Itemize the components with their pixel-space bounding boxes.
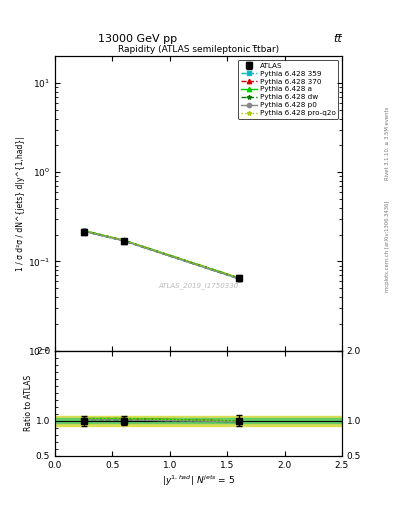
Text: Rivet 3.1.10, ≥ 3.5M events: Rivet 3.1.10, ≥ 3.5M events bbox=[385, 106, 390, 180]
Text: tt̅: tt̅ bbox=[333, 33, 342, 44]
Y-axis label: Ratio to ATLAS: Ratio to ATLAS bbox=[24, 375, 33, 431]
Text: 13000 GeV pp: 13000 GeV pp bbox=[98, 33, 177, 44]
Y-axis label: 1 / σ d²σ / dN^{jets} d|y^{1,had}|: 1 / σ d²σ / dN^{jets} d|y^{1,had}| bbox=[16, 136, 25, 271]
Legend: ATLAS, Pythia 6.428 359, Pythia 6.428 370, Pythia 6.428 a, Pythia 6.428 dw, Pyth: ATLAS, Pythia 6.428 359, Pythia 6.428 37… bbox=[238, 60, 338, 119]
Title: Rapidity (ATLAS semileptonic t̅tbar): Rapidity (ATLAS semileptonic t̅tbar) bbox=[118, 45, 279, 54]
Text: mcplots.cern.ch [arXiv:1306.3436]: mcplots.cern.ch [arXiv:1306.3436] bbox=[385, 200, 390, 291]
Text: ATLAS_2019_I1750330: ATLAS_2019_I1750330 bbox=[158, 283, 239, 289]
X-axis label: $|y^{1,had}|$ $N^{jets}$ = 5: $|y^{1,had}|$ $N^{jets}$ = 5 bbox=[162, 474, 235, 488]
